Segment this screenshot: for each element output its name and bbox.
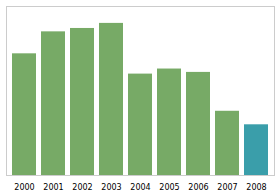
svg-text:2001: 2001 <box>43 183 63 192</box>
svg-text:2002: 2002 <box>72 183 92 192</box>
svg-text:2003: 2003 <box>101 183 121 192</box>
svg-text:2000: 2000 <box>14 183 34 192</box>
svg-text:2005: 2005 <box>159 183 179 192</box>
svg-text:2008: 2008 <box>246 183 266 192</box>
svg-text:2007: 2007 <box>217 183 237 192</box>
svg-text:2006: 2006 <box>188 183 208 192</box>
svg-text:2004: 2004 <box>130 183 150 192</box>
